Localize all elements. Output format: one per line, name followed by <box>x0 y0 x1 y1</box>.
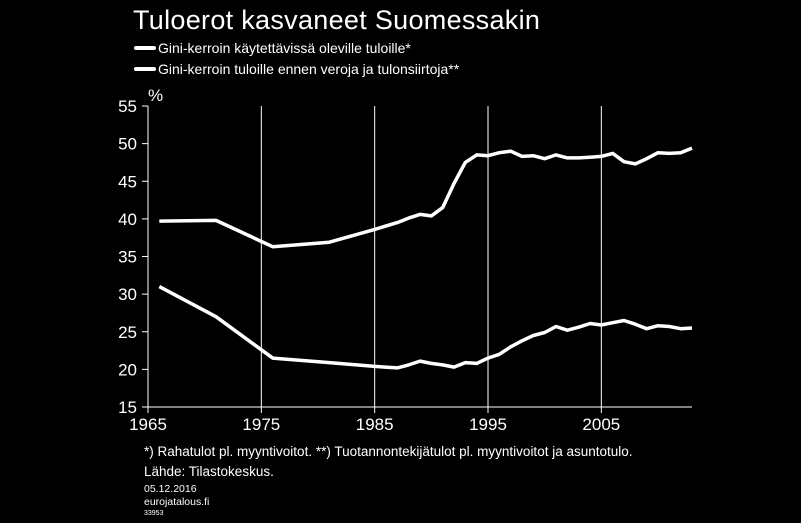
series-lines <box>158 146 693 370</box>
legend-label: Gini-kerroin käytettävissä oleville tulo… <box>158 40 411 56</box>
source-note: Lähde: Tilastokeskus. <box>144 464 274 479</box>
y-tick-label: 15 <box>118 398 137 417</box>
series-line-disposable-income <box>158 285 693 370</box>
chart-id: 33953 <box>144 510 164 517</box>
x-tick-label: 1985 <box>356 415 394 434</box>
website-label: eurojatalous.fi <box>144 496 210 508</box>
y-tick-label: 50 <box>118 135 137 154</box>
publication-date: 05.12.2016 <box>144 483 197 495</box>
y-tick-label: 25 <box>118 323 137 342</box>
y-tick-label: 30 <box>118 285 137 304</box>
x-axis-ticks: 1965 1975 1985 1995 2005 <box>129 407 620 434</box>
x-tick-label: 2005 <box>582 415 620 434</box>
legend-label: Gini-kerroin tuloille ennen veroja ja tu… <box>158 61 460 77</box>
y-tick-label: 55 <box>118 97 137 116</box>
y-axis-unit-label: % <box>148 86 163 105</box>
x-tick-label: 1975 <box>242 415 280 434</box>
y-tick-label: 40 <box>118 210 137 229</box>
chart-title: Tuloerot kasvaneet Suomessakin <box>133 5 541 35</box>
y-axis-ticks: 15 20 25 30 35 40 45 50 55 <box>118 97 148 417</box>
x-tick-label: 1965 <box>129 415 167 434</box>
legend-item-disposable-income: Gini-kerroin käytettävissä oleville tulo… <box>134 40 411 56</box>
y-tick-label: 45 <box>118 172 137 191</box>
legend-item-pre-tax-income: Gini-kerroin tuloille ennen veroja ja tu… <box>134 61 459 77</box>
footnote: *) Rahatulot pl. myyntivoitot. **) Tuota… <box>144 444 633 459</box>
x-tick-label: 1995 <box>469 415 507 434</box>
y-tick-label: 35 <box>118 248 137 267</box>
legend-line-swatch <box>134 67 156 71</box>
legend-line-swatch <box>134 46 156 50</box>
y-tick-label: 20 <box>118 360 137 379</box>
series-line-pre-tax-income <box>159 146 693 249</box>
